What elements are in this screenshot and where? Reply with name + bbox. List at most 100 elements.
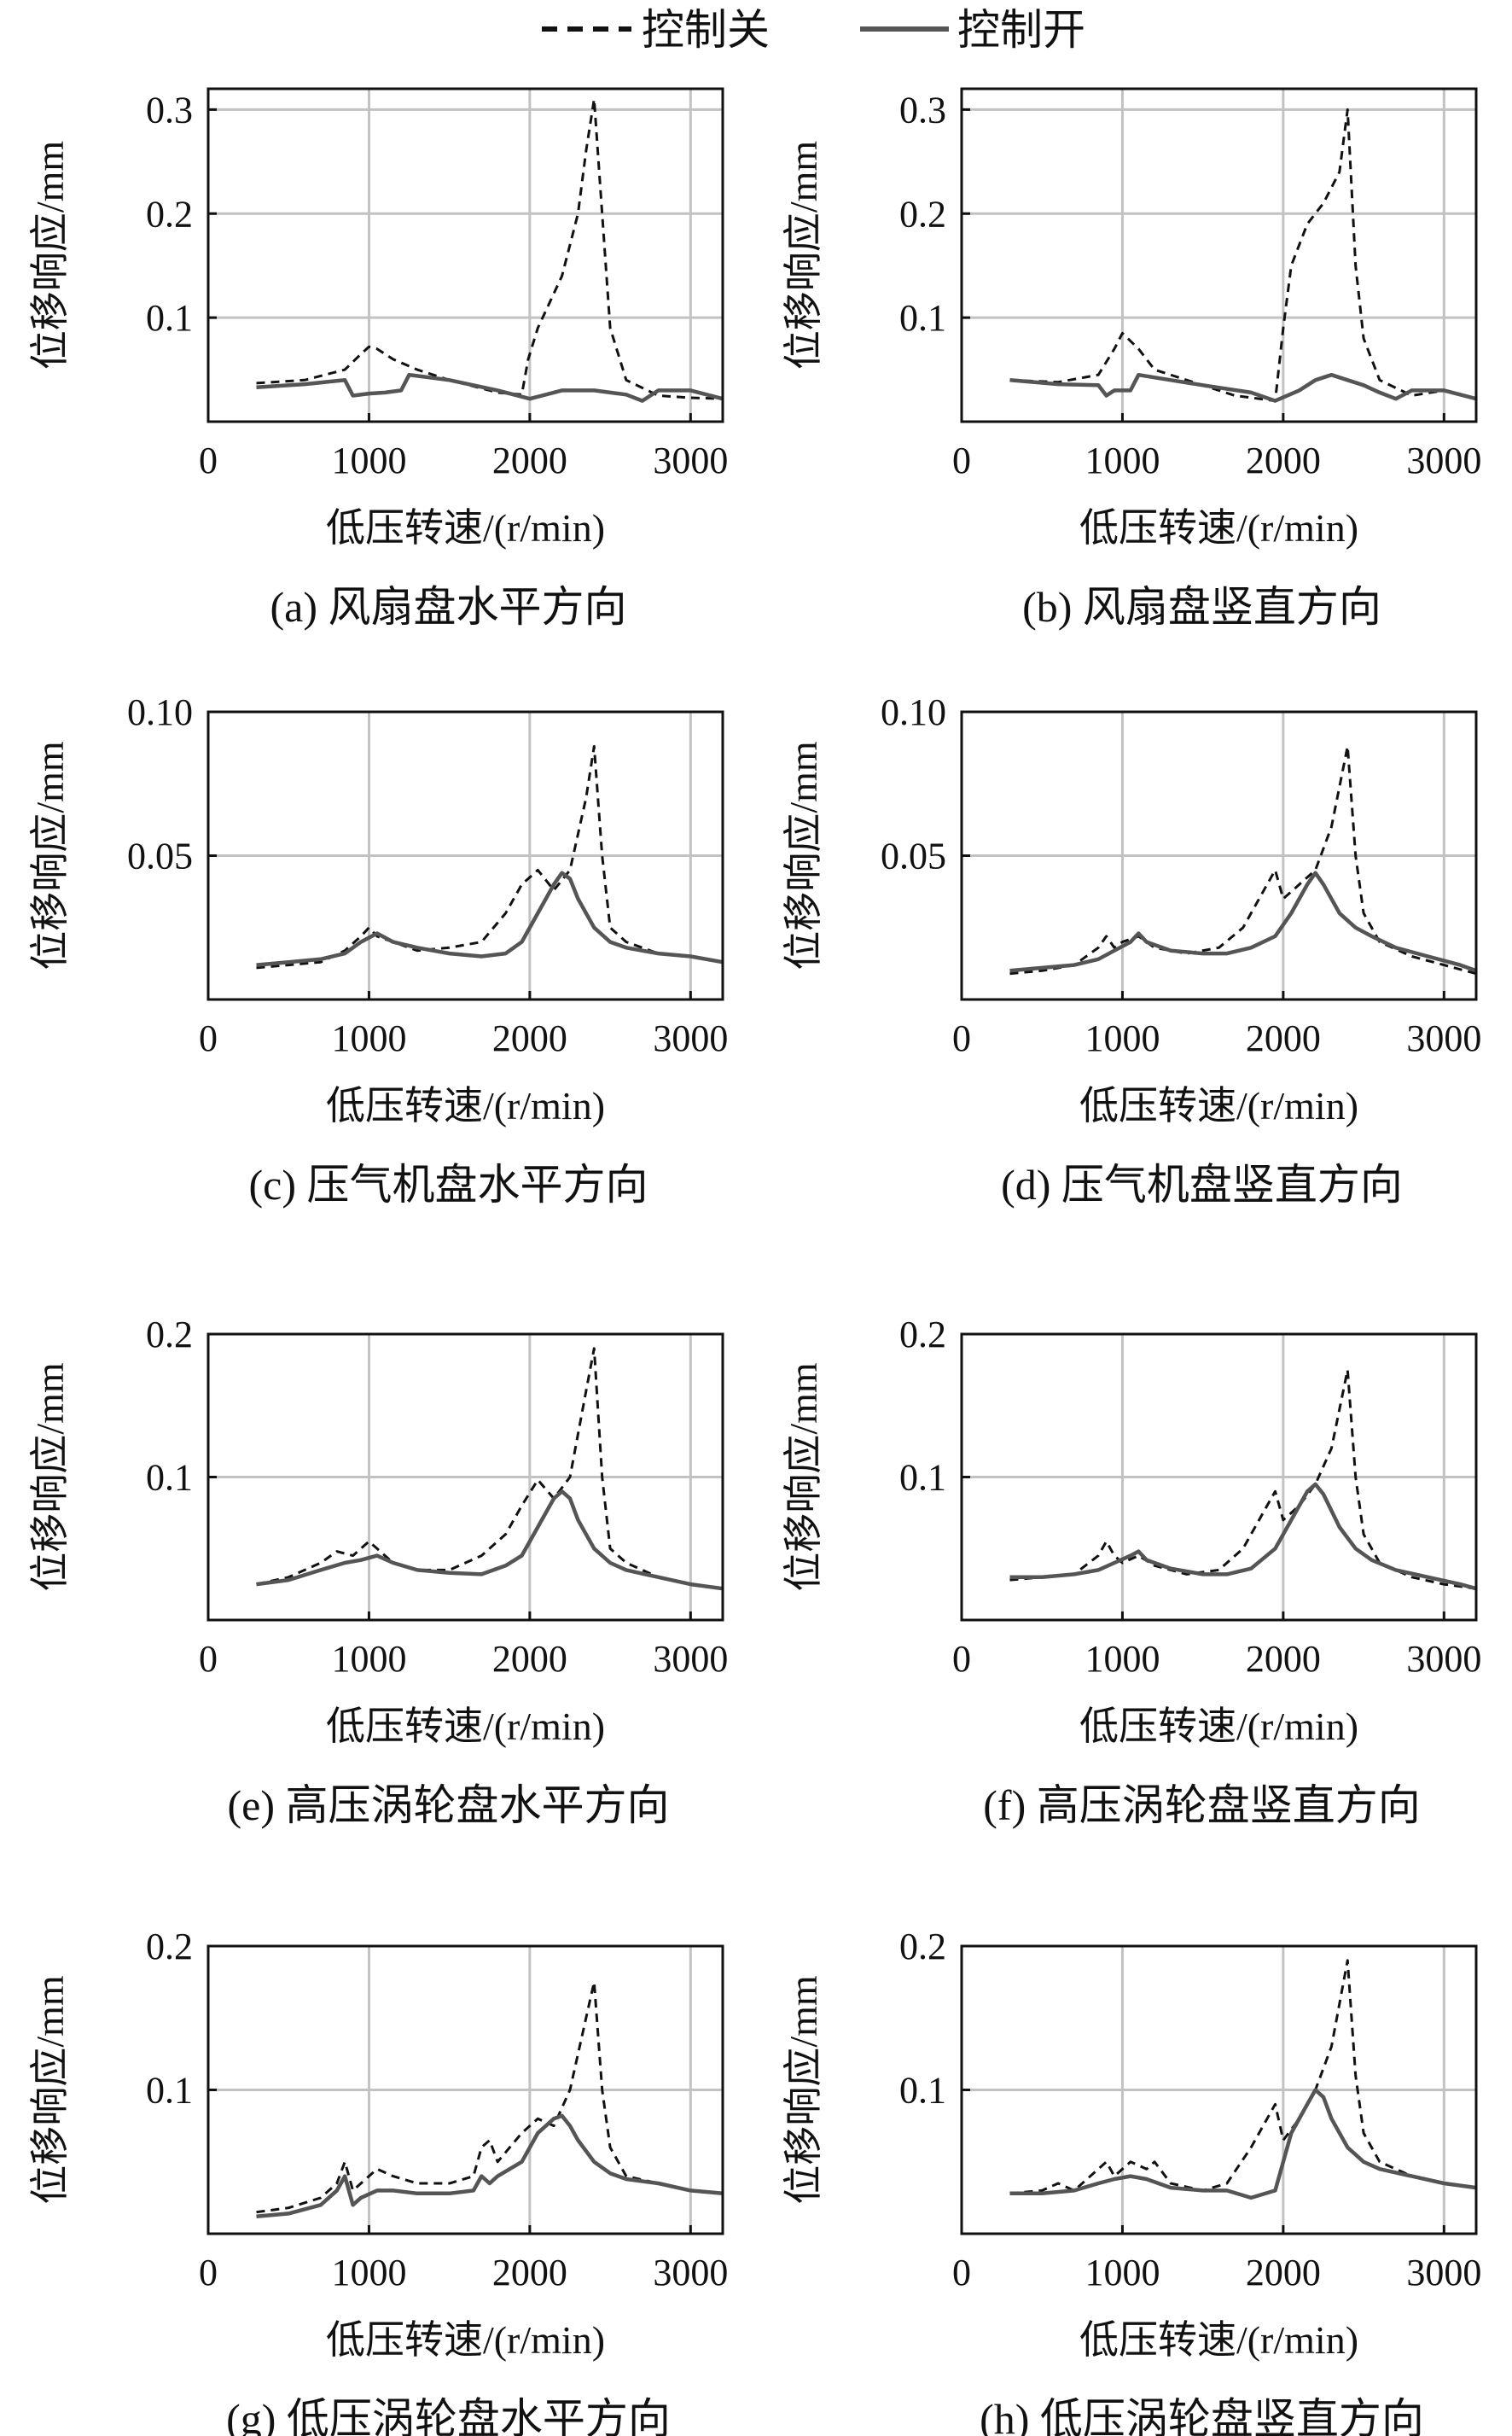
y-axis-label: 位移响应/mm: [782, 141, 825, 370]
x-tick-label: 3000: [653, 2252, 728, 2293]
y-axis-label: 位移响应/mm: [782, 1975, 825, 2205]
x-tick-label: 0: [952, 1017, 971, 1059]
legend: 控制关 控制开: [542, 6, 1085, 54]
x-axis-label: 低压转速/(r/min): [326, 1084, 605, 1128]
x-tick-label: 0: [952, 440, 971, 481]
y-tick-label: 0.2: [146, 193, 193, 235]
y-axis-label: 位移响应/mm: [28, 141, 72, 370]
x-tick-label: 0: [199, 1638, 218, 1680]
y-axis-label: 位移响应/mm: [28, 1975, 72, 2205]
series-line-control-on: [1009, 2088, 1477, 2200]
series-line-control-off: [1009, 744, 1477, 976]
x-tick-label: 0: [952, 2252, 971, 2293]
y-tick-label: 0.2: [146, 1314, 193, 1355]
x-axis-label: 低压转速/(r/min): [326, 2318, 605, 2362]
x-tick-label: 2000: [1246, 2252, 1321, 2293]
x-tick-label: 3000: [1406, 2252, 1481, 2293]
series-line-control-on: [256, 372, 724, 403]
chart-panel-2: 0 1000 2000 3000 0.1 0.2 0.3 低压转速/(r/min) 位移响应/m…: [782, 87, 1481, 631]
x-axis-label: 低压转速/(r/min): [1079, 1705, 1358, 1748]
y-tick-label: 0.1: [899, 1457, 946, 1499]
x-tick-label: 2000: [1246, 1638, 1321, 1680]
x-tick-label: 1000: [331, 440, 406, 481]
y-tick-label: 0.10: [127, 691, 193, 733]
y-tick-label: 0.1: [899, 2070, 946, 2112]
x-tick-label: 2000: [1246, 1017, 1321, 1059]
plot-frame: [206, 87, 724, 423]
panel-caption: (b) 风扇盘竖直方向: [1022, 583, 1381, 631]
chart-panel-5: 0 1000 2000 3000 0.1 0.2 低压转速/(r/min) 位移响应/mm (e…: [28, 1314, 728, 1829]
x-tick-label: 1000: [1085, 2252, 1160, 2293]
x-tick-label: 0: [199, 440, 218, 481]
series-line-control-on: [256, 1489, 724, 1591]
y-tick-label: 0.2: [899, 1314, 946, 1355]
series-line-control-off: [1009, 1368, 1477, 1590]
panel-caption: (g) 低压涡轮盘水平方向: [226, 2395, 671, 2436]
legend-label-on: 控制开: [957, 6, 1085, 54]
series-line-control-on: [256, 871, 724, 967]
chart-panel-3: 0 1000 2000 3000 0.05 0.10 低压转速/(r/min) 位移响应/mm…: [28, 691, 728, 1209]
y-tick-label: 0.05: [127, 836, 193, 877]
y-tick-label: 0.2: [146, 1926, 193, 1967]
x-tick-label: 1000: [331, 2252, 406, 2293]
x-tick-label: 2000: [492, 2252, 567, 2293]
x-tick-label: 3000: [1406, 1017, 1481, 1059]
x-axis-label: 低压转速/(r/min): [1079, 506, 1358, 550]
y-axis-label: 位移响应/mm: [28, 1362, 72, 1592]
x-axis-label: 低压转速/(r/min): [1079, 2318, 1358, 2362]
panel-caption: (f) 高压涡轮盘竖直方向: [983, 1781, 1420, 1829]
x-tick-label: 2000: [492, 1638, 567, 1680]
series-line-control-on: [256, 2113, 724, 2219]
y-tick-label: 0.2: [899, 1926, 946, 1967]
panel-caption: (d) 压气机盘竖直方向: [1001, 1161, 1403, 1209]
x-tick-label: 0: [199, 1017, 218, 1059]
y-tick-label: 0.1: [146, 2070, 193, 2112]
x-tick-label: 1000: [331, 1638, 406, 1680]
legend-label-off: 控制关: [642, 6, 770, 54]
y-tick-label: 0.3: [899, 89, 946, 131]
panel-caption: (c) 压气机盘水平方向: [249, 1161, 648, 1209]
x-tick-label: 3000: [1406, 1638, 1481, 1680]
panel-caption: (h) 低压涡轮盘竖直方向: [980, 2395, 1424, 2436]
y-tick-label: 0.2: [899, 193, 946, 235]
x-tick-label: 0: [199, 2252, 218, 2293]
x-tick-label: 3000: [1406, 440, 1481, 481]
panel-caption: (e) 高压涡轮盘水平方向: [228, 1781, 670, 1829]
x-tick-label: 2000: [1246, 440, 1321, 481]
y-tick-label: 0.1: [146, 1457, 193, 1499]
series-line-control-off: [256, 1347, 724, 1590]
x-tick-label: 1000: [331, 1017, 406, 1059]
series-line-control-off: [256, 744, 724, 970]
y-axis-label: 位移响应/mm: [28, 741, 72, 970]
series-line-control-on: [1009, 1482, 1477, 1591]
x-tick-label: 1000: [1085, 1017, 1160, 1059]
x-tick-label: 3000: [653, 440, 728, 481]
plot-frame: [960, 87, 1478, 423]
x-tick-label: 1000: [1085, 1638, 1160, 1680]
x-axis-label: 低压转速/(r/min): [326, 1705, 605, 1748]
x-tick-label: 3000: [653, 1017, 728, 1059]
chart-panel-6: 0 1000 2000 3000 0.1 0.2 低压转速/(r/min) 位移响应/mm (f…: [782, 1314, 1481, 1829]
x-tick-label: 2000: [492, 1017, 567, 1059]
y-axis-label: 位移响应/mm: [782, 1362, 825, 1592]
series-line-control-on: [1009, 372, 1477, 403]
x-axis-label: 低压转速/(r/min): [326, 506, 605, 550]
y-tick-label: 0.10: [881, 691, 946, 733]
series-line-control-off: [256, 1980, 724, 2214]
y-tick-label: 0.1: [899, 297, 946, 339]
y-tick-label: 0.3: [146, 89, 193, 131]
series-line-control-on: [1009, 871, 1477, 973]
chart-panel-7: 0 1000 2000 3000 0.1 0.2 低压转速/(r/min) 位移响应/mm (g…: [28, 1926, 728, 2436]
x-axis-label: 低压转速/(r/min): [1079, 1084, 1358, 1128]
chart-panel-4: 0 1000 2000 3000 0.05 0.10 低压转速/(r/min) 位移响应/mm…: [782, 691, 1481, 1209]
x-tick-label: 3000: [653, 1638, 728, 1680]
series-line-control-off: [1009, 108, 1477, 403]
y-tick-label: 0.05: [881, 836, 946, 877]
series-line-control-off: [256, 97, 724, 400]
y-tick-label: 0.1: [146, 297, 193, 339]
panel-caption: (a) 风扇盘水平方向: [270, 583, 627, 631]
y-axis-label: 位移响应/mm: [782, 741, 825, 970]
x-tick-label: 2000: [492, 440, 567, 481]
chart-panel-8: 0 1000 2000 3000 0.1 0.2 低压转速/(r/min) 位移响应/mm (h…: [782, 1926, 1481, 2436]
